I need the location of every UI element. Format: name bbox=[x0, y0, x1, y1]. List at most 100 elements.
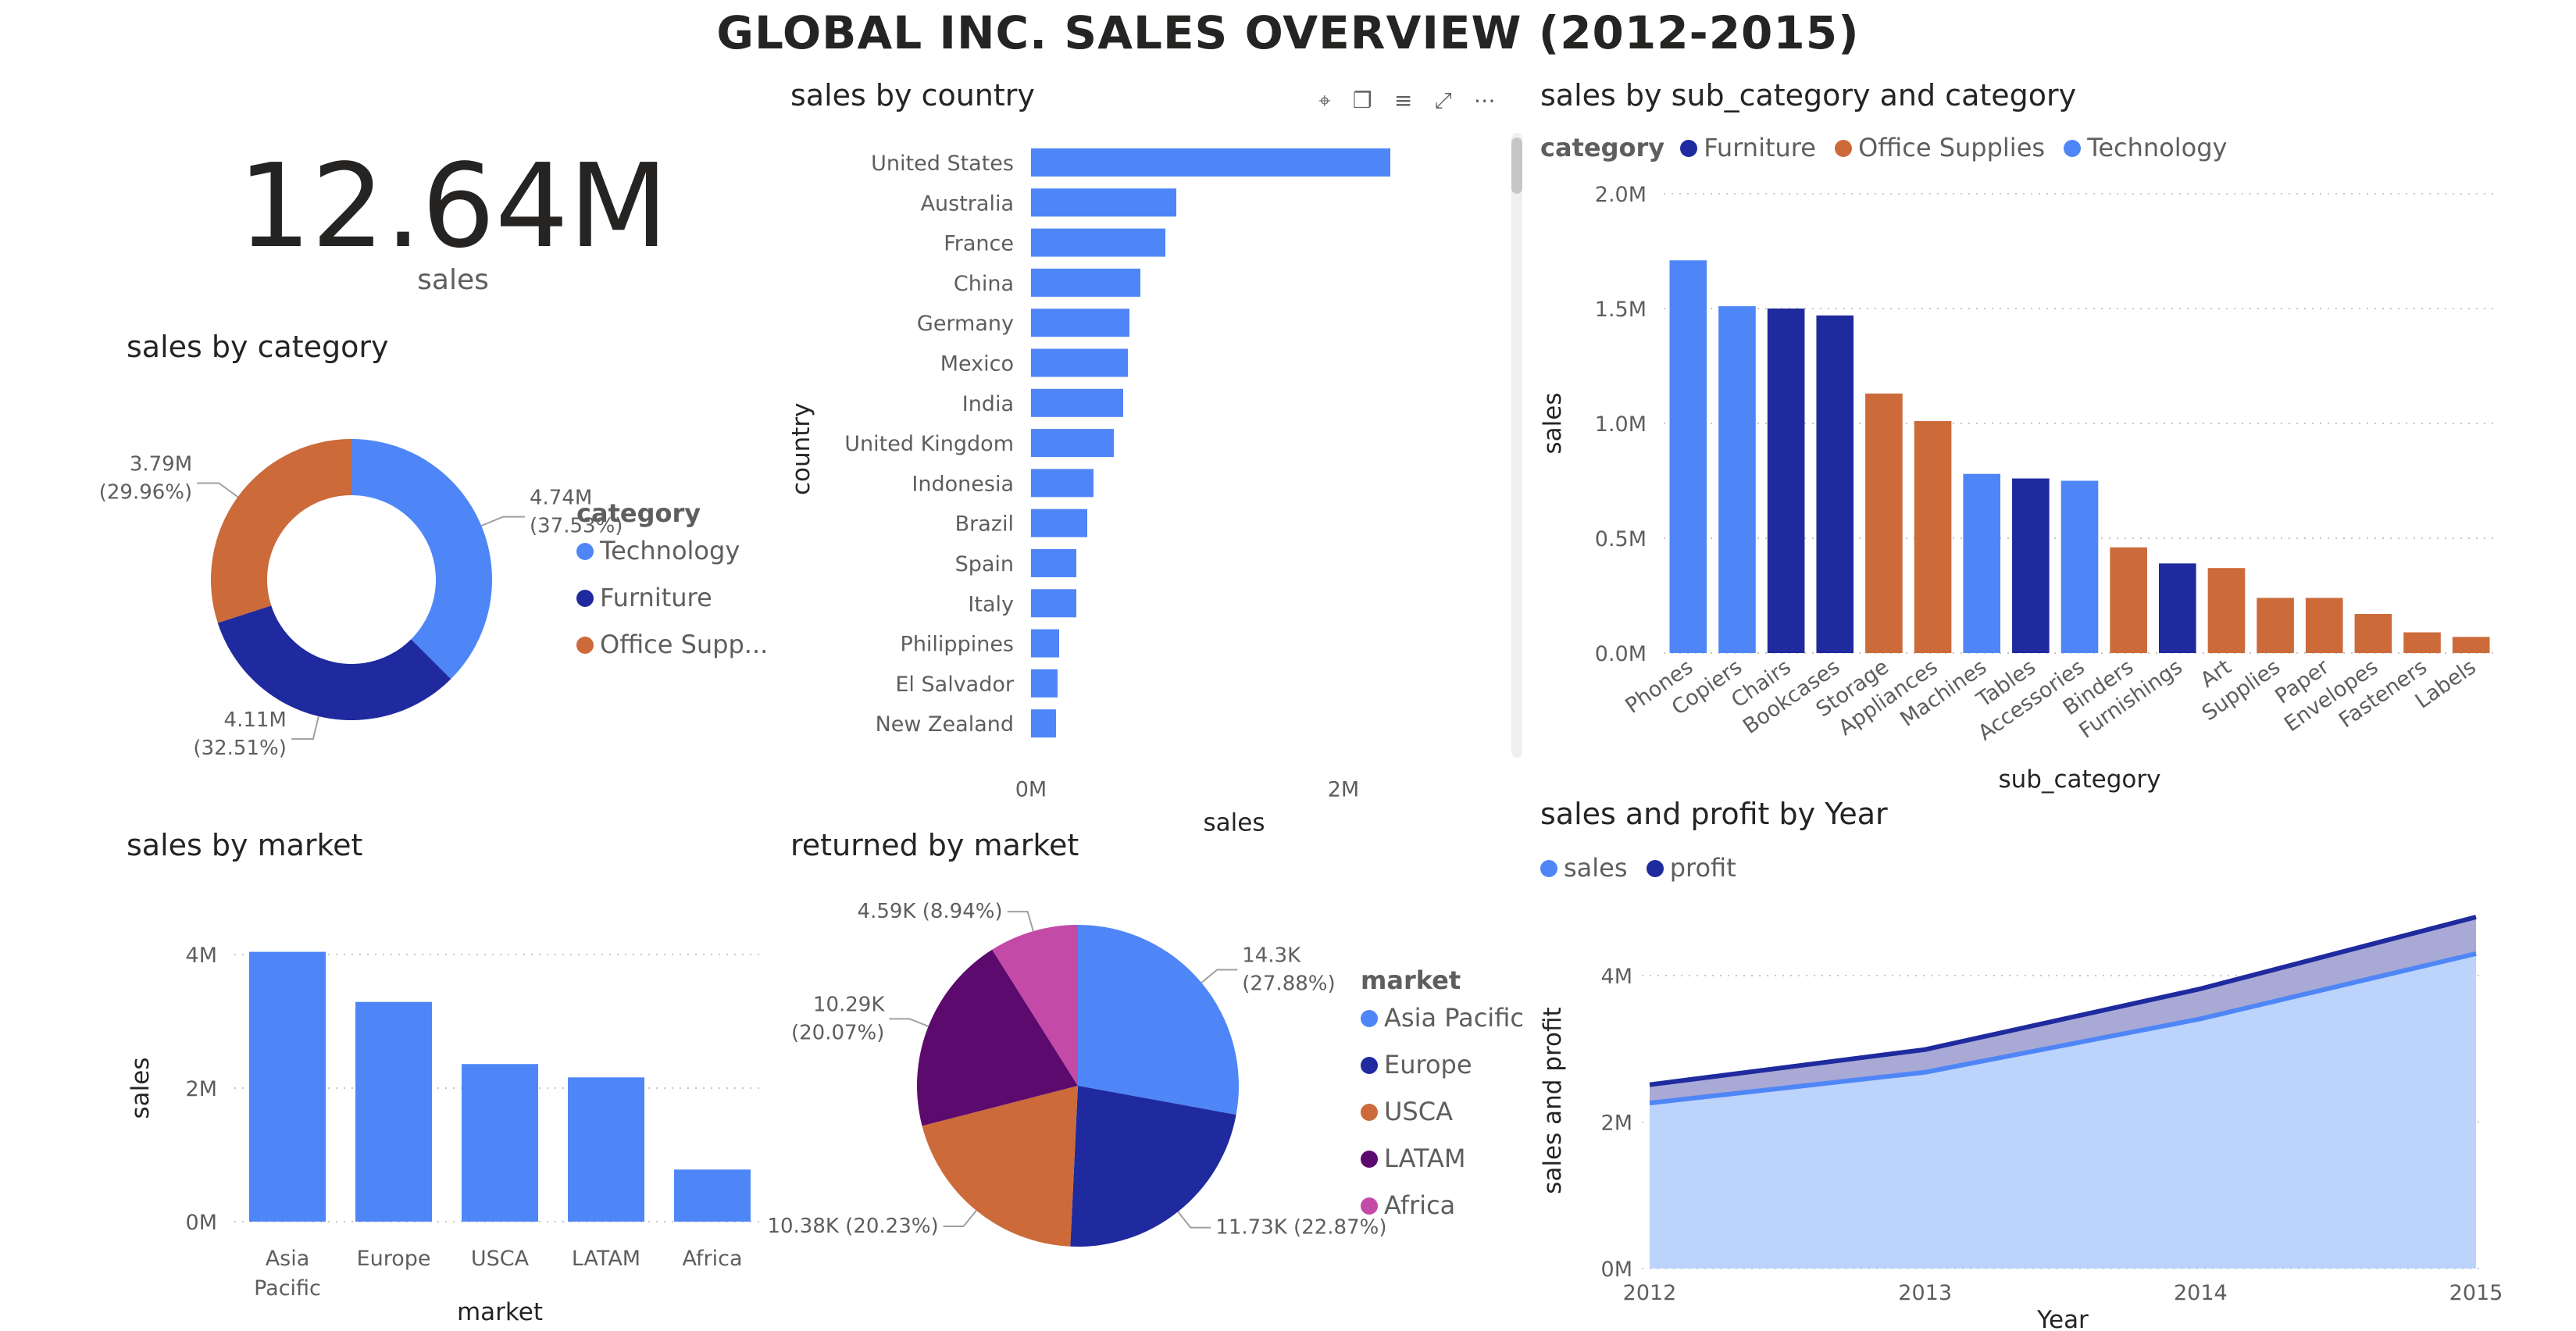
y-tick-label: 4M bbox=[186, 944, 217, 968]
legend-dot-icon bbox=[1361, 1151, 1378, 1168]
pie-data-label: 11.73K (22.87%) bbox=[1215, 1216, 1386, 1240]
legend-dot-icon bbox=[1835, 140, 1853, 157]
bar-supplies bbox=[2257, 598, 2294, 653]
pie-data-label: 10.29K bbox=[813, 993, 885, 1016]
leader-line bbox=[1007, 911, 1034, 932]
legend-dot-icon bbox=[1540, 860, 1557, 877]
bar-asia-pacific bbox=[249, 951, 326, 1222]
x-tick-label: Africa bbox=[682, 1247, 742, 1271]
category-donut-chart: 4.74M (37.53%) 4.11M (32.51%) 3.79M (29.96%) bbox=[99, 439, 623, 760]
pie-data-label: 4.59K (8.94%) bbox=[858, 900, 1003, 923]
donut-slice-technology bbox=[351, 439, 493, 680]
bar-labels bbox=[2452, 637, 2490, 653]
legend-item-furniture[interactable]: Furniture bbox=[576, 583, 768, 612]
bar-usca bbox=[462, 1064, 538, 1222]
bar-brazil bbox=[1031, 508, 1087, 537]
y-tick-label: New Zealand bbox=[876, 712, 1014, 737]
legend-item-africa[interactable]: Africa bbox=[1361, 1190, 1524, 1220]
pie-slice-usca bbox=[922, 1086, 1078, 1247]
bar-united-kingdom bbox=[1031, 429, 1114, 458]
more-options-icon[interactable]: ⋯ bbox=[1473, 87, 1496, 113]
pie-data-label: 14.3K bbox=[1242, 944, 1301, 967]
bar-new-zealand bbox=[1031, 709, 1056, 738]
leader-line bbox=[291, 715, 319, 740]
legend-item-sales[interactable]: sales bbox=[1540, 853, 1628, 883]
legend-item-asia-pacific[interactable]: Asia Pacific bbox=[1361, 1003, 1524, 1033]
x-tick-label: 0M bbox=[1015, 778, 1047, 802]
bar-indonesia bbox=[1031, 469, 1094, 498]
y-tick-label: Spain bbox=[955, 552, 1014, 576]
y-tick-label: China bbox=[954, 272, 1014, 296]
year-chart-title: sales and profit by Year bbox=[1540, 797, 1888, 831]
focus-mode-icon[interactable]: ⤢ bbox=[1434, 87, 1452, 113]
x-tick-label: Pacific bbox=[254, 1276, 321, 1301]
y-axis-title: country bbox=[787, 402, 815, 495]
x-tick-label: USCA bbox=[471, 1247, 530, 1271]
legend-item-office-supplies[interactable]: Office Supp... bbox=[576, 630, 768, 659]
bar-furnishings bbox=[2158, 563, 2196, 653]
bar-copiers bbox=[1718, 306, 1756, 653]
y-tick-label: 0M bbox=[186, 1211, 217, 1235]
y-tick-label: 4M bbox=[1601, 965, 1632, 989]
bar-china bbox=[1031, 268, 1140, 297]
legend-dot-icon bbox=[1680, 140, 1698, 157]
y-tick-label: 1.0M bbox=[1595, 412, 1647, 437]
subcat-bar-chart: 0.0M0.5M1.0M1.5M2.0MPhonesCopiersChairsB… bbox=[1539, 183, 2496, 794]
returned-pie-legend: market Asia Pacific Europe USCA LATAM Af… bbox=[1361, 965, 1524, 1237]
legend-item-office-supplies[interactable]: Office Supplies bbox=[1835, 133, 2045, 162]
x-axis-title: sub_category bbox=[1999, 765, 2161, 794]
y-axis-title: sales and profit bbox=[1539, 1007, 1567, 1194]
y-tick-label: Philippines bbox=[901, 633, 1014, 657]
legend-item-europe[interactable]: Europe bbox=[1361, 1050, 1524, 1079]
market-bar-chart: 0M 2M 4M Asia Pacific Europe USCA LATAM Africa ma… bbox=[127, 944, 765, 1326]
pin-icon[interactable]: ⌖ bbox=[1318, 87, 1331, 113]
country-chart-scrollbar[interactable] bbox=[1511, 133, 1522, 758]
legend-item-usca[interactable]: USCA bbox=[1361, 1097, 1524, 1126]
y-tick-label: Indonesia bbox=[912, 472, 1014, 496]
pie-slice-asia-pacific bbox=[1078, 925, 1239, 1115]
legend-dot-icon bbox=[576, 543, 594, 560]
bar-appliances bbox=[1914, 421, 1952, 653]
bar-india bbox=[1031, 388, 1123, 417]
pie-data-label: (27.88%) bbox=[1242, 972, 1335, 995]
y-tick-label: India bbox=[962, 392, 1014, 416]
y-tick-label: El Salvador bbox=[895, 673, 1015, 697]
y-tick-label: 0.5M bbox=[1595, 527, 1647, 551]
legend-item-furniture[interactable]: Furniture bbox=[1680, 133, 1816, 162]
bar-phones bbox=[1669, 260, 1707, 653]
legend-title: category bbox=[1540, 133, 1665, 162]
legend-item-profit[interactable]: profit bbox=[1646, 853, 1736, 883]
y-tick-label: 2M bbox=[186, 1077, 217, 1101]
visual-header-toolbar: ⌖ ❐ ≡ ⤢ ⋯ bbox=[1318, 87, 1496, 114]
leader-line bbox=[1177, 1211, 1211, 1229]
legend-dot-icon bbox=[576, 590, 594, 607]
bar-el-salvador bbox=[1031, 669, 1058, 698]
legend-item-technology[interactable]: Technology bbox=[576, 536, 768, 566]
country-chart-scroll-thumb[interactable] bbox=[1511, 137, 1522, 194]
y-tick-label: Australia bbox=[921, 191, 1014, 216]
kpi-sales-value: 12.64M bbox=[237, 139, 669, 273]
pie-slice-latam bbox=[917, 949, 1078, 1126]
y-tick-label: Mexico bbox=[940, 352, 1014, 376]
leader-line bbox=[480, 516, 526, 527]
subcat-chart-title: sales by sub_category and category bbox=[1540, 78, 2077, 112]
profit-line bbox=[1649, 915, 2477, 1087]
y-tick-label: 2.0M bbox=[1595, 183, 1647, 207]
legend-item-latam[interactable]: LATAM bbox=[1361, 1144, 1524, 1173]
bar-fasteners bbox=[2403, 632, 2441, 653]
legend-title: category bbox=[576, 498, 701, 528]
returned-pie-chart: 14.3K (27.88%) 11.73K (22.87%) 10.38K (20.2… bbox=[767, 900, 1386, 1247]
copy-icon[interactable]: ❐ bbox=[1352, 87, 1372, 113]
y-tick-label: Brazil bbox=[955, 512, 1014, 537]
bar-storage bbox=[1865, 393, 1903, 653]
x-tick-label: 2012 bbox=[1623, 1281, 1677, 1305]
kpi-sales-label: sales bbox=[417, 264, 489, 296]
filter-icon[interactable]: ≡ bbox=[1393, 87, 1413, 113]
year-area-chart: 0M 2M 4M 2012 2013 2014 2015 Year sales and prof… bbox=[1539, 915, 2503, 1331]
bar-germany bbox=[1031, 309, 1129, 337]
legend-dot-icon bbox=[576, 637, 594, 654]
y-tick-label: 2M bbox=[1601, 1112, 1632, 1136]
y-tick-label: United Kingdom bbox=[844, 432, 1014, 456]
y-tick-label: Italy bbox=[968, 592, 1014, 616]
legend-item-technology[interactable]: Technology bbox=[2064, 133, 2227, 162]
